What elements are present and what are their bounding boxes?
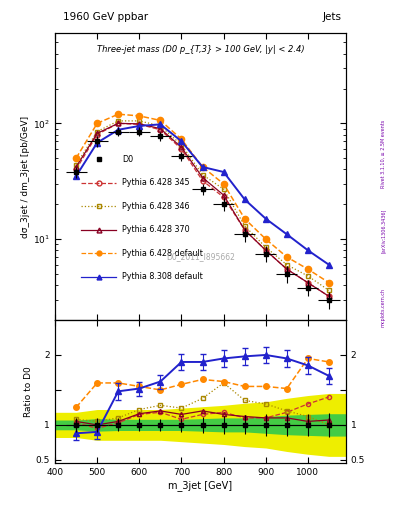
Text: Rivet 3.1.10, ≥ 2.5M events: Rivet 3.1.10, ≥ 2.5M events	[381, 119, 386, 188]
Text: Pythia 6.428 345: Pythia 6.428 345	[122, 179, 189, 187]
Y-axis label: dσ_3jet / dm_3jet [pb/GeV]: dσ_3jet / dm_3jet [pb/GeV]	[21, 116, 30, 238]
Text: Jets: Jets	[323, 12, 342, 22]
Text: Three-jet mass (D0 p_{T,3} > 100 GeV, |y| < 2.4): Three-jet mass (D0 p_{T,3} > 100 GeV, |y…	[97, 45, 304, 54]
Text: D0_2011_I895662: D0_2011_I895662	[166, 252, 235, 262]
Text: Pythia 6.428 default: Pythia 6.428 default	[122, 249, 203, 258]
Y-axis label: Ratio to D0: Ratio to D0	[24, 366, 33, 417]
Text: Pythia 8.308 default: Pythia 8.308 default	[122, 272, 203, 282]
Text: [arXiv:1306.3436]: [arXiv:1306.3436]	[381, 208, 386, 252]
Text: Pythia 6.428 370: Pythia 6.428 370	[122, 225, 189, 234]
X-axis label: m_3jet [GeV]: m_3jet [GeV]	[168, 480, 233, 491]
Text: 1960 GeV ppbar: 1960 GeV ppbar	[63, 12, 148, 22]
Text: mcplots.cern.ch: mcplots.cern.ch	[381, 288, 386, 327]
Text: Pythia 6.428 346: Pythia 6.428 346	[122, 202, 189, 211]
Text: D0: D0	[122, 155, 133, 164]
